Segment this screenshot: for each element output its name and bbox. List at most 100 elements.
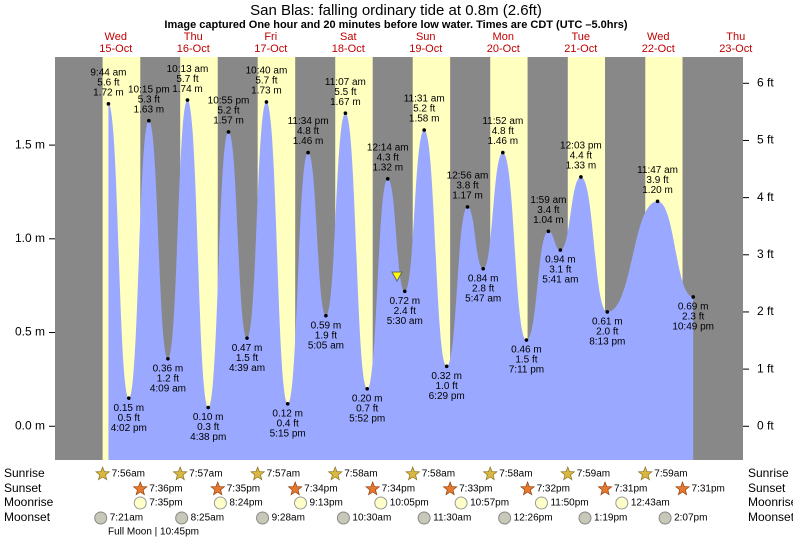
tide-point <box>147 118 151 123</box>
tide-label: 5.3 ft <box>138 94 160 105</box>
sunset-icon <box>132 481 148 496</box>
y-tick-label: 1.5 m <box>15 137 45 151</box>
almanac-time: 2:07pm <box>674 513 707 524</box>
tide-label: 0.47 m <box>232 343 263 354</box>
tide-label: 1.72 m <box>93 88 124 99</box>
tide-label: 1.57 m <box>213 116 244 127</box>
tide-point <box>655 199 660 204</box>
tide-label: 1.0 ft <box>436 381 458 392</box>
sunset-icon <box>365 481 381 496</box>
almanac-time: 7:32pm <box>537 484 570 495</box>
day-date: 18-Oct <box>332 43 365 55</box>
sunset-icon <box>210 481 226 496</box>
tide-area <box>108 100 694 460</box>
tide-label: 0.5 ft <box>118 413 140 424</box>
tide-label: 1.9 ft <box>315 330 337 341</box>
tide-point <box>106 102 111 106</box>
tide-label: 0.10 m <box>193 412 224 423</box>
tide-point <box>691 295 695 299</box>
tide-label: 11:07 am <box>325 77 366 88</box>
tide-label: 6:29 pm <box>429 391 465 402</box>
tide-label: 3.1 ft <box>549 265 571 276</box>
day-weekday: Sat <box>340 31 357 43</box>
tide-point <box>226 130 231 134</box>
current-tide-marker <box>391 271 403 283</box>
tide-label: 11:34 pm <box>288 116 329 127</box>
almanac-time: 7:56am <box>112 469 145 480</box>
tide-point <box>558 248 563 252</box>
moonrise-icon <box>534 496 548 510</box>
day-weekday: Tue <box>571 31 590 43</box>
moonset-icon <box>417 511 431 525</box>
almanac-time: 7:35pm <box>149 498 182 509</box>
tide-label: 1:59 am <box>530 195 566 206</box>
tide-label: 4.3 ft <box>377 152 399 163</box>
tide-label: 5.7 ft <box>176 74 198 85</box>
almanac-time: 7:59am <box>577 469 610 480</box>
almanac-time: 7:58am <box>422 469 455 480</box>
tide-label: 5:15 pm <box>270 428 306 439</box>
tide-label: 10:13 am <box>167 64 209 75</box>
almanac-time: 7:33pm <box>459 484 492 495</box>
tide-label: 1.2 ft <box>157 373 179 384</box>
moonrise-icon <box>213 496 227 510</box>
tide-point <box>126 396 131 400</box>
tide-label: 10:49 pm <box>672 322 714 333</box>
tide-label: 11:47 am <box>637 165 678 176</box>
sunset-icon <box>674 481 691 496</box>
moonset-icon <box>336 511 350 525</box>
almanac-time: 7:58am <box>344 469 377 480</box>
tide-label: 10:15 pm <box>128 84 170 95</box>
sunrise-icon <box>405 466 421 481</box>
tide-label: 0.4 ft <box>277 418 299 429</box>
day-date: 17-Oct <box>254 43 287 55</box>
almanac-row-label: Moonrise <box>748 495 793 509</box>
tide-point <box>206 405 211 410</box>
tide-label: 5:30 am <box>387 316 423 327</box>
tide-label: 10:40 am <box>246 66 288 77</box>
almanac-row-label: Moonrise <box>4 495 54 509</box>
almanac-row-label: Sunset <box>4 481 42 495</box>
tide-label: 4.4 ft <box>570 151 592 162</box>
tide-label: 1.63 m <box>134 104 165 115</box>
tide-point <box>185 98 190 102</box>
almanac-time: 1:19pm <box>594 513 627 524</box>
tide-label: 5:52 pm <box>349 413 385 424</box>
day-weekday: Mon <box>493 31 514 43</box>
almanac-time: 7:59am <box>654 469 687 480</box>
tide-label: 5:05 am <box>308 340 344 351</box>
tide-label: 0.36 m <box>153 363 184 374</box>
almanac-time: 7:21am <box>110 513 143 524</box>
tide-label: 12:14 am <box>367 142 409 153</box>
y-tick-label: 0.0 m <box>15 418 45 432</box>
tide-label: 0.20 m <box>352 393 383 404</box>
tide-point <box>444 364 449 369</box>
tide-label: 0.72 m <box>389 296 420 307</box>
tide-label: 9:44 am <box>90 68 126 79</box>
chart-title: San Blas: falling ordinary tide at 0.8m … <box>250 2 542 19</box>
tide-label: 8:13 pm <box>589 337 625 348</box>
tide-point <box>343 111 348 116</box>
day-date: 21-Oct <box>564 43 597 55</box>
tide-label: 4.8 ft <box>297 126 319 137</box>
tide-point <box>481 267 485 271</box>
tide-label: 4:38 pm <box>190 432 226 443</box>
tide-point <box>324 313 328 318</box>
moonset-icon <box>175 511 189 525</box>
tide-label: 0.46 m <box>511 345 542 356</box>
tide-point <box>546 229 551 234</box>
tide-label: 5.2 ft <box>217 106 239 117</box>
day-date: 15-Oct <box>99 43 132 55</box>
almanac-time: 11:50pm <box>550 498 588 509</box>
y2-tick-label: 5 ft <box>757 133 774 147</box>
almanac-time: 7:31pm <box>692 484 725 495</box>
tide-point <box>605 310 610 314</box>
almanac-time: 9:28am <box>272 513 305 524</box>
tide-point <box>385 177 390 181</box>
tide-label: 0.15 m <box>113 403 144 414</box>
tide-label: 5.6 ft <box>97 78 119 89</box>
sunset-icon <box>519 481 536 496</box>
tide-label: 0.7 ft <box>356 403 378 414</box>
tide-label: 5.5 ft <box>334 87 356 98</box>
tide-label: 1.5 ft <box>515 355 537 366</box>
